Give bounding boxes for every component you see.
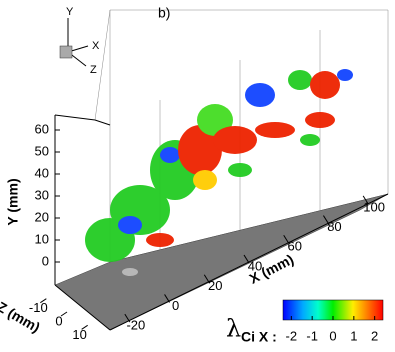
x-tick — [124, 313, 131, 323]
x-tick — [323, 215, 329, 224]
colorbar-tick-label: -2 — [286, 328, 298, 343]
triad-z: Z — [90, 64, 97, 76]
x-tick — [164, 294, 170, 303]
x-tick-label: 20 — [208, 278, 222, 293]
x-tick-label: 0 — [172, 298, 179, 313]
z-tick-label: 0 — [55, 313, 62, 328]
y-tick-label: 40 — [35, 165, 49, 180]
colorbar-tick-label: 0 — [329, 328, 336, 343]
y-tick-label: 30 — [35, 187, 49, 202]
triad-y: Y — [66, 6, 74, 18]
x-tick-label: 100 — [363, 199, 385, 214]
z-tick-label: 10 — [72, 327, 86, 342]
colorbar-tick-label: 2 — [371, 328, 378, 343]
z-tick — [60, 311, 68, 317]
isosurfaces — [85, 69, 353, 276]
y-tick-label: 20 — [35, 209, 49, 224]
x-tick — [283, 235, 290, 244]
colorbar-tick-label: -1 — [306, 328, 318, 343]
y-tick-label: 50 — [35, 143, 49, 158]
y-tick-label: 0 — [42, 253, 49, 268]
x-tick — [203, 274, 210, 283]
y-tick-label: 60 — [35, 121, 49, 136]
z-tick — [40, 298, 47, 304]
y-tick-label: 10 — [35, 231, 49, 246]
x-tick-label: 80 — [327, 219, 341, 234]
z-tick — [81, 324, 88, 330]
panel-label: b) — [158, 5, 170, 21]
x-tick-label: 40 — [248, 258, 262, 273]
x-tick-label: 60 — [287, 239, 301, 254]
x-tick — [243, 254, 250, 264]
colorbar-subscript: Ci X : — [241, 329, 277, 345]
y-axis-title: Y (mm) — [5, 178, 21, 225]
x-tick — [362, 195, 369, 205]
colorbar-symbol: λ — [226, 315, 241, 343]
colorbar-tick-label: 1 — [350, 328, 357, 343]
z-tick-label: -10 — [29, 300, 48, 315]
box-front — [54, 114, 389, 331]
triad-x: X — [92, 40, 100, 52]
x-tick-label: -20 — [126, 318, 145, 333]
orientation-triad: Y X Z — [59, 6, 100, 76]
